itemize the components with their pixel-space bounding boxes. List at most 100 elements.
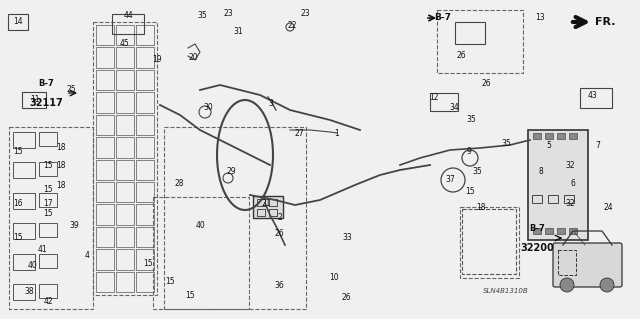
Bar bbox=[136, 160, 154, 180]
Text: 22: 22 bbox=[287, 20, 297, 29]
Bar bbox=[39, 193, 57, 207]
Bar bbox=[569, 228, 577, 234]
Text: 45: 45 bbox=[119, 39, 129, 48]
Text: 44: 44 bbox=[123, 11, 133, 20]
Bar bbox=[116, 227, 134, 247]
Text: 6: 6 bbox=[571, 179, 575, 188]
Bar bbox=[116, 204, 134, 225]
Text: 23: 23 bbox=[300, 9, 310, 18]
Bar bbox=[96, 249, 114, 270]
Text: 26: 26 bbox=[481, 78, 491, 87]
Text: 20: 20 bbox=[188, 53, 198, 62]
Text: 40: 40 bbox=[195, 221, 205, 231]
Text: 2: 2 bbox=[278, 213, 282, 222]
Text: 18: 18 bbox=[476, 203, 486, 211]
Text: 26: 26 bbox=[274, 228, 284, 238]
Text: 13: 13 bbox=[535, 13, 545, 23]
Text: 26: 26 bbox=[341, 293, 351, 301]
Bar bbox=[116, 70, 134, 90]
Text: B-7: B-7 bbox=[38, 79, 54, 88]
Text: 32: 32 bbox=[565, 199, 575, 209]
Bar bbox=[93, 22, 157, 295]
Text: 17: 17 bbox=[43, 199, 53, 209]
Bar bbox=[580, 88, 612, 108]
Bar bbox=[557, 228, 565, 234]
Text: 15: 15 bbox=[43, 210, 53, 219]
Text: 26: 26 bbox=[456, 51, 466, 61]
Bar bbox=[116, 137, 134, 158]
Text: 35: 35 bbox=[472, 167, 482, 176]
Text: 29: 29 bbox=[226, 167, 236, 176]
Circle shape bbox=[560, 278, 574, 292]
Bar bbox=[96, 182, 114, 202]
Text: 10: 10 bbox=[329, 273, 339, 283]
Text: 7: 7 bbox=[596, 142, 600, 151]
Text: 15: 15 bbox=[185, 292, 195, 300]
Bar bbox=[257, 209, 265, 216]
Bar bbox=[116, 271, 134, 292]
Text: 33: 33 bbox=[342, 234, 352, 242]
Bar bbox=[96, 204, 114, 225]
Text: 32200: 32200 bbox=[520, 243, 554, 253]
Bar bbox=[39, 162, 57, 176]
Bar bbox=[13, 223, 35, 239]
Bar bbox=[96, 48, 114, 68]
Bar bbox=[13, 284, 35, 300]
Bar bbox=[13, 193, 35, 209]
Bar bbox=[96, 227, 114, 247]
Text: 14: 14 bbox=[13, 18, 23, 26]
Bar bbox=[116, 48, 134, 68]
Text: 9: 9 bbox=[467, 147, 472, 157]
Bar bbox=[136, 92, 154, 113]
Bar bbox=[548, 195, 558, 203]
Bar bbox=[253, 196, 283, 218]
Bar bbox=[136, 249, 154, 270]
Bar bbox=[96, 160, 114, 180]
Text: 41: 41 bbox=[37, 244, 47, 254]
Bar bbox=[136, 227, 154, 247]
Bar bbox=[462, 209, 516, 274]
Text: FR.: FR. bbox=[595, 17, 616, 27]
Bar bbox=[13, 132, 35, 148]
Bar bbox=[136, 70, 154, 90]
Text: 18: 18 bbox=[56, 144, 66, 152]
Text: 43: 43 bbox=[588, 92, 598, 100]
Text: 12: 12 bbox=[429, 93, 439, 101]
Bar bbox=[8, 14, 28, 30]
FancyBboxPatch shape bbox=[553, 243, 622, 287]
Bar bbox=[13, 254, 35, 270]
Text: 8: 8 bbox=[539, 167, 543, 176]
Bar bbox=[533, 133, 541, 139]
Text: 1: 1 bbox=[335, 129, 339, 137]
Text: 39: 39 bbox=[69, 221, 79, 231]
Text: 16: 16 bbox=[13, 199, 23, 209]
Bar bbox=[116, 182, 134, 202]
Bar bbox=[22, 92, 46, 108]
Text: 31: 31 bbox=[233, 27, 243, 36]
Text: 27: 27 bbox=[294, 129, 304, 137]
Text: 18: 18 bbox=[56, 161, 66, 170]
Bar bbox=[9, 127, 93, 309]
Text: 42: 42 bbox=[43, 298, 53, 307]
Bar bbox=[116, 115, 134, 135]
Bar bbox=[136, 48, 154, 68]
Bar bbox=[96, 271, 114, 292]
Text: 15: 15 bbox=[43, 160, 53, 169]
Text: 15: 15 bbox=[165, 277, 175, 286]
Bar bbox=[96, 70, 114, 90]
Circle shape bbox=[600, 278, 614, 292]
Bar bbox=[558, 250, 576, 275]
Text: 19: 19 bbox=[152, 56, 162, 64]
Text: 5: 5 bbox=[547, 140, 552, 150]
Bar bbox=[96, 25, 114, 45]
Bar bbox=[569, 133, 577, 139]
Text: B-7: B-7 bbox=[529, 224, 545, 233]
Bar bbox=[116, 249, 134, 270]
Bar bbox=[136, 115, 154, 135]
Bar bbox=[39, 284, 57, 298]
Bar bbox=[112, 14, 144, 34]
Bar bbox=[96, 115, 114, 135]
Bar bbox=[430, 93, 458, 111]
Text: 38: 38 bbox=[24, 286, 34, 295]
Bar bbox=[136, 137, 154, 158]
